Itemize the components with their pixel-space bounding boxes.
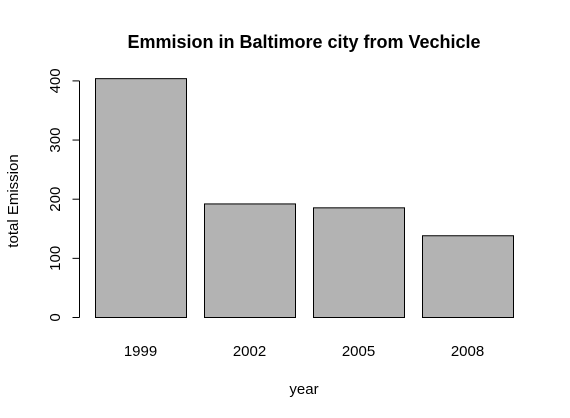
x-tick-label-2002: 2002 <box>233 343 266 360</box>
x-tick-labels: 1999 2002 2005 2008 <box>124 343 484 360</box>
x-axis-label: year <box>289 381 318 398</box>
x-tick-label-2008: 2008 <box>451 343 484 360</box>
bar-2008 <box>422 235 514 318</box>
y-tick-label-100: 100 <box>47 246 64 271</box>
x-tick-label-1999: 1999 <box>124 343 157 360</box>
y-tick-label-300: 300 <box>47 128 64 153</box>
y-axis-label: total Emission <box>5 154 22 247</box>
y-axis: 0 100 200 300 400 <box>47 68 80 322</box>
bar-1999 <box>95 78 187 318</box>
x-tick-label-2005: 2005 <box>342 343 375 360</box>
y-tick-label-0: 0 <box>47 313 64 321</box>
y-tick-label-400: 400 <box>47 68 64 93</box>
bars-group <box>95 78 514 319</box>
bar-2002 <box>204 203 296 319</box>
chart-title: Emmision in Baltimore city from Vechicle <box>127 32 480 52</box>
y-tick-label-200: 200 <box>47 187 64 212</box>
bar-2005 <box>313 207 405 319</box>
